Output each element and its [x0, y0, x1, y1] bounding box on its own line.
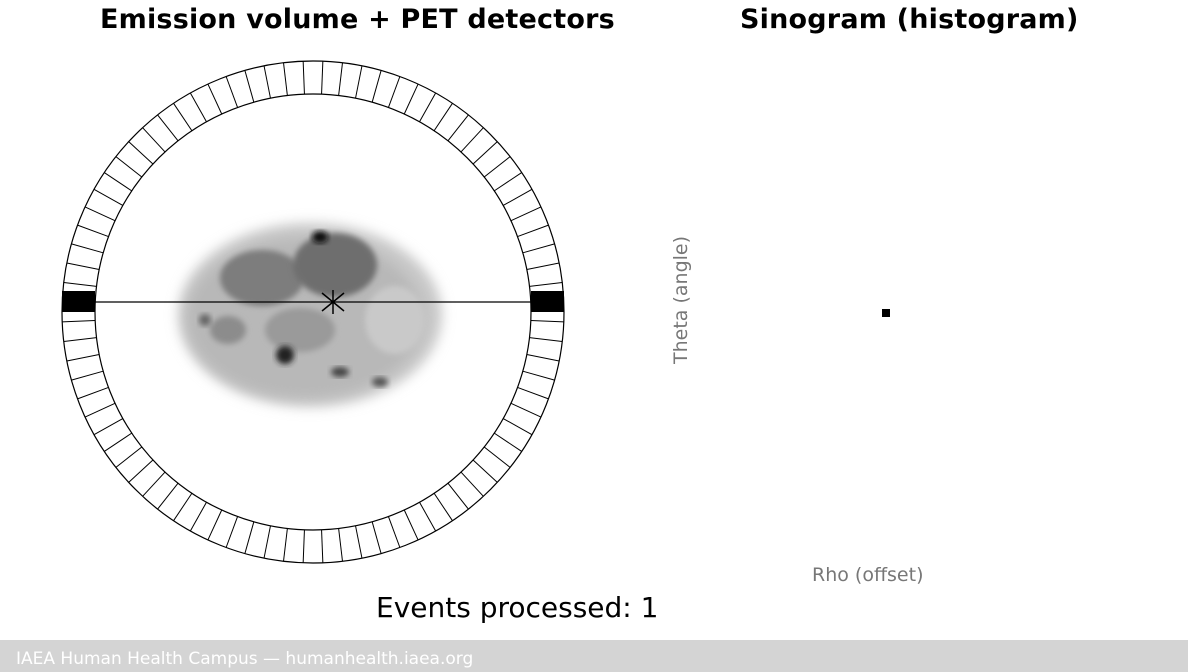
detector-divider	[510, 402, 542, 418]
detector-divider	[355, 525, 363, 559]
detector-divider	[225, 76, 239, 108]
detector-divider	[142, 471, 166, 497]
pet-scanner-view	[61, 60, 565, 564]
active-detector-right	[531, 291, 564, 312]
detector-divider	[63, 282, 97, 287]
active-detector-left	[62, 291, 95, 312]
detector-divider	[447, 482, 469, 510]
detector-divider	[93, 418, 124, 436]
detector-divider	[302, 61, 305, 95]
detector-divider	[522, 243, 555, 254]
detector-divider	[447, 114, 469, 142]
detector-divider	[128, 141, 154, 165]
detector-divider	[502, 418, 533, 436]
detector-divider	[207, 83, 223, 115]
detector-divider	[530, 320, 564, 323]
detector-divider	[338, 528, 343, 562]
detector-divider	[522, 370, 555, 381]
detector-divider	[283, 62, 288, 96]
sinogram-panel-title: Sinogram (histogram)	[740, 4, 1079, 35]
detector-divider	[517, 224, 549, 238]
emission-panel-title: Emission volume + PET detectors	[100, 4, 615, 35]
detector-divider	[207, 509, 223, 541]
detector-divider	[483, 156, 511, 178]
detector-divider	[173, 103, 193, 132]
detector-divider	[371, 521, 382, 554]
detector-divider	[77, 386, 109, 400]
detector-divider	[460, 471, 484, 497]
events-processed-counter: Events processed: 1	[376, 591, 659, 624]
detector-divider	[302, 529, 305, 563]
detector-divider	[355, 65, 363, 99]
detector-divider	[157, 482, 179, 510]
detector-divider	[104, 432, 133, 452]
theta-axis-label: Theta (angle)	[670, 235, 692, 364]
detector-divider	[510, 206, 542, 222]
detector-divider	[66, 262, 100, 270]
detector-divider	[387, 516, 401, 548]
annihilation-event-marker	[321, 290, 345, 314]
detector-divider	[472, 459, 498, 483]
detector-divider	[338, 62, 343, 96]
detector-divider	[502, 188, 533, 206]
detector-divider	[128, 459, 154, 483]
footer-text: IAEA Human Health Campus — humanhealth.i…	[16, 649, 474, 669]
rho-axis-label: Rho (offset)	[812, 564, 924, 586]
sinogram-event-point	[882, 309, 890, 317]
detector-divider	[419, 501, 437, 532]
detector-divider	[189, 501, 207, 532]
detector-divider	[71, 370, 104, 381]
detector-divider	[371, 70, 382, 103]
detector-divider	[63, 337, 97, 342]
detector-divider	[283, 528, 288, 562]
detector-divider	[115, 446, 143, 468]
detector-divider	[493, 172, 522, 192]
detector-divider	[517, 386, 549, 400]
detector-divider	[77, 224, 109, 238]
detector-divider	[403, 509, 419, 541]
detector-divider	[244, 521, 255, 554]
detector-divider	[93, 188, 124, 206]
detector-divider	[483, 446, 511, 468]
footer-bar: IAEA Human Health Campus — humanhealth.i…	[0, 640, 1188, 672]
detector-elements	[62, 61, 564, 563]
emission-volume-image	[178, 223, 442, 407]
detector-divider	[419, 92, 437, 123]
detector-divider	[115, 156, 143, 178]
detector-divider	[493, 432, 522, 452]
detector-divider	[189, 92, 207, 123]
detector-divider	[104, 172, 133, 192]
detector-divider	[66, 354, 100, 362]
detector-divider	[62, 320, 96, 323]
detector-divider	[173, 492, 193, 521]
detector-divider	[321, 529, 324, 563]
detector-divider	[321, 61, 324, 95]
detector-divider	[526, 262, 560, 270]
detector-divider	[529, 337, 563, 342]
detector-divider	[84, 402, 116, 418]
detector-divider	[71, 243, 104, 254]
detector-divider	[244, 70, 255, 103]
detector-divider	[225, 516, 239, 548]
detector-divider	[142, 127, 166, 153]
detector-divider	[433, 492, 453, 521]
detector-divider	[526, 354, 560, 362]
detector-divider	[472, 141, 498, 165]
detector-divider	[460, 127, 484, 153]
detector-divider	[84, 206, 116, 222]
detector-divider	[529, 282, 563, 287]
detector-divider	[157, 114, 179, 142]
detector-divider	[403, 83, 419, 115]
detector-divider	[387, 76, 401, 108]
detector-divider	[263, 525, 271, 559]
detector-divider	[263, 65, 271, 99]
detector-divider	[433, 103, 453, 132]
